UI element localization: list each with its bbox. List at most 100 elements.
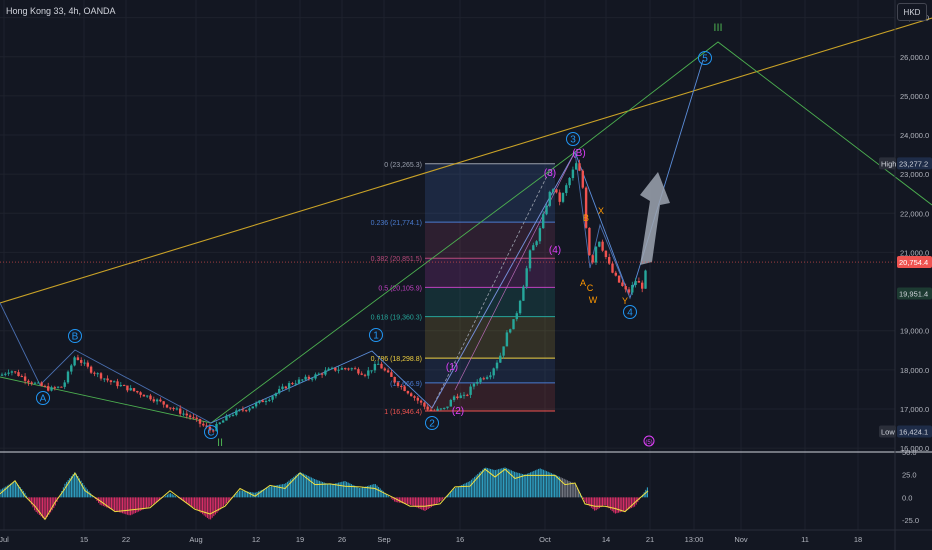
wave-label-m3: (3) bbox=[544, 168, 556, 179]
wave-label-5 bbox=[698, 51, 712, 65]
candle-body bbox=[96, 373, 99, 375]
candle-body bbox=[258, 400, 261, 403]
x-tick-label: Sep bbox=[377, 535, 390, 544]
low-label-badge-text: Low bbox=[881, 427, 895, 436]
candle-body bbox=[611, 263, 614, 273]
candle-body bbox=[126, 385, 129, 391]
candle-body bbox=[10, 371, 14, 373]
candle-body bbox=[528, 250, 532, 269]
candle-body bbox=[60, 386, 63, 388]
candle-body bbox=[542, 214, 545, 229]
abc-wave-line bbox=[0, 302, 212, 424]
fib-level-label: (17,666.9) bbox=[390, 381, 422, 388]
x-tick-label: 14 bbox=[602, 535, 610, 544]
candle-body bbox=[439, 408, 443, 410]
candle-body bbox=[347, 368, 350, 370]
candle-body bbox=[149, 395, 152, 400]
candle-body bbox=[271, 396, 274, 400]
wave-label-c bbox=[204, 425, 218, 439]
fib-zone bbox=[425, 287, 555, 317]
wave-label-m5 bbox=[643, 435, 655, 447]
candle-body bbox=[410, 393, 413, 397]
candle-body bbox=[14, 371, 17, 373]
y-tick-label: 25,000.0 bbox=[900, 92, 929, 101]
x-tick-label: Oct bbox=[539, 535, 552, 544]
fib-zone bbox=[425, 222, 555, 259]
candle-body bbox=[274, 393, 278, 397]
candle-body bbox=[268, 399, 271, 401]
candle-body bbox=[594, 246, 598, 263]
candle-body bbox=[264, 400, 268, 403]
candle-body bbox=[80, 360, 83, 363]
candle-body bbox=[443, 407, 446, 409]
candle-body bbox=[261, 400, 264, 403]
wave-label-ox: X bbox=[598, 206, 604, 216]
candle-body bbox=[466, 394, 469, 396]
candle-body bbox=[304, 376, 307, 380]
candle-body bbox=[251, 406, 254, 409]
candle-body bbox=[142, 394, 146, 397]
candle-body bbox=[7, 372, 10, 374]
candle-body bbox=[390, 372, 393, 377]
currency-button[interactable]: HKD bbox=[897, 3, 927, 21]
candle-body bbox=[235, 410, 238, 415]
candle-body bbox=[53, 387, 56, 389]
candle-body bbox=[281, 386, 284, 390]
fib-level-label: 0.786 (18,298.8) bbox=[371, 356, 422, 363]
candle-body bbox=[248, 408, 251, 411]
candle-body bbox=[452, 396, 456, 400]
candle-body bbox=[139, 392, 142, 395]
candle-body bbox=[584, 187, 588, 228]
candle-body bbox=[182, 413, 185, 415]
candle-body bbox=[634, 280, 637, 285]
fib-zone bbox=[425, 382, 555, 412]
wave-label-mb: (B) bbox=[572, 148, 585, 159]
candle-body bbox=[360, 373, 363, 375]
x-tick-label: 12 bbox=[252, 535, 260, 544]
candle-body bbox=[245, 410, 248, 412]
candle-body bbox=[208, 426, 212, 431]
candle-body bbox=[99, 373, 103, 379]
candle-body bbox=[538, 228, 542, 242]
candle-body bbox=[489, 375, 492, 378]
current-price-badge bbox=[897, 256, 932, 269]
candle-body bbox=[462, 394, 466, 396]
candle-body bbox=[221, 420, 225, 423]
y-tick-label: 19,000.0 bbox=[900, 327, 929, 336]
wave-label-m4: (4) bbox=[549, 245, 561, 256]
candle-body bbox=[350, 368, 353, 370]
candle-body bbox=[228, 415, 231, 417]
candle-body bbox=[340, 368, 344, 370]
candle-body bbox=[555, 189, 558, 193]
wave-label-3-text: 3 bbox=[570, 135, 576, 146]
y-tick-label: 21,000.0 bbox=[900, 248, 929, 257]
wave-label-3 bbox=[566, 132, 580, 146]
candle-body bbox=[591, 255, 594, 263]
mid-price-badge-text: 19,951.4 bbox=[899, 289, 928, 298]
candle-body bbox=[294, 383, 297, 385]
fib-zone bbox=[425, 258, 555, 288]
candle-body bbox=[47, 386, 50, 391]
candle-body bbox=[419, 400, 423, 403]
wave-label-1-text: 1 bbox=[373, 331, 379, 342]
candle-body bbox=[70, 365, 73, 372]
candle-body bbox=[479, 378, 482, 382]
wxy-wave-line bbox=[574, 151, 631, 299]
candle-body bbox=[492, 368, 495, 376]
wave-label-4 bbox=[623, 305, 637, 319]
wave-label-ob: B bbox=[583, 213, 589, 223]
candle-body bbox=[43, 385, 47, 387]
candle-body bbox=[456, 396, 459, 398]
candle-body bbox=[449, 399, 452, 407]
candle-body bbox=[330, 367, 334, 369]
candle-body bbox=[327, 368, 330, 371]
candle-body bbox=[198, 418, 202, 424]
candle-body bbox=[159, 399, 162, 402]
wave-label-5-text: 5 bbox=[702, 54, 708, 65]
wave-label-4-text: 4 bbox=[627, 308, 633, 319]
candle-body bbox=[377, 363, 380, 365]
candle-body bbox=[433, 410, 436, 412]
candle-body bbox=[482, 378, 485, 380]
wave-label-a-text: A bbox=[40, 394, 47, 405]
